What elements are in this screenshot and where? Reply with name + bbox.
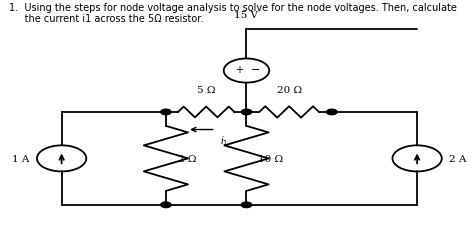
Circle shape xyxy=(161,110,171,115)
Text: 2 Ω: 2 Ω xyxy=(178,154,196,163)
Text: 10 Ω: 10 Ω xyxy=(258,154,283,163)
Text: 1 A: 1 A xyxy=(12,154,30,163)
Circle shape xyxy=(161,202,171,208)
Text: 15 V: 15 V xyxy=(235,11,258,20)
Circle shape xyxy=(327,110,337,115)
Circle shape xyxy=(241,110,252,115)
Text: 2 A: 2 A xyxy=(449,154,466,163)
Text: 20 Ω: 20 Ω xyxy=(276,86,302,95)
Text: +: + xyxy=(236,65,243,75)
Circle shape xyxy=(241,202,252,208)
Text: $i_1$: $i_1$ xyxy=(220,134,229,147)
Text: 1.  Using the steps for node voltage analysis to solve for the node voltages. Th: 1. Using the steps for node voltage anal… xyxy=(9,2,457,24)
Text: −: − xyxy=(251,65,261,75)
Text: 5 Ω: 5 Ω xyxy=(197,86,216,95)
